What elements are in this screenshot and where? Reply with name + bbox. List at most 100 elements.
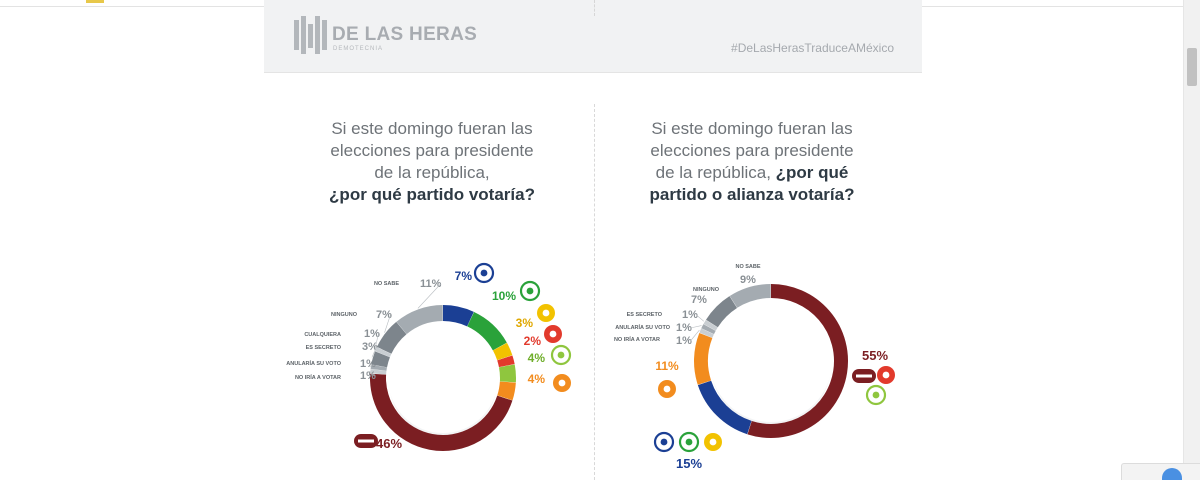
left-slice-mc	[497, 381, 516, 401]
left-slice-es-secreto	[371, 351, 390, 368]
left-value-label-cualquiera: 1%	[364, 328, 380, 340]
right-category-label-no-sabe: NO SABE	[735, 264, 760, 270]
pvem-logo	[865, 384, 887, 406]
right-donut-hole	[710, 300, 832, 422]
left-value-label-pri: 10%	[492, 289, 516, 303]
prd-logo	[537, 304, 555, 322]
top-accent-mark	[86, 0, 104, 3]
right-slice-mc	[694, 332, 713, 385]
brand-logo: DE LAS HERAS DEMOTECNIA	[294, 14, 477, 60]
infographic-header: DE LAS HERAS DEMOTECNIA #DeLasHerasTradu…	[264, 0, 922, 73]
left-slice-pan	[442, 305, 474, 327]
left-slice-prd	[492, 342, 513, 361]
right-slice-es-secreto	[703, 320, 718, 331]
left-slice-pri	[466, 311, 507, 351]
right-value-label-no-ir-a-a-votar: 1%	[676, 335, 692, 347]
left-value-label-pt: 2%	[524, 334, 542, 348]
left-slice-cualquiera	[375, 347, 392, 358]
left-category-label-es-secreto: ES SECRETO	[306, 345, 342, 351]
left-leader-no-ir-a-a-votar	[369, 370, 375, 377]
left-question-line-2: elecciones para presidente	[330, 141, 534, 160]
right-category-label-es-secreto: ES SECRETO	[627, 312, 663, 318]
right-value-label-pan-pri-prd: 15%	[676, 456, 702, 471]
left-category-label-ninguno: NINGUNO	[331, 312, 358, 318]
morena-logo	[852, 369, 876, 383]
right-value-label-no-sabe: 9%	[740, 274, 756, 286]
right-category-label-ninguno: NINGUNO	[693, 287, 720, 293]
right-question-line-2: elecciones para presidente	[650, 141, 854, 160]
left-leader-es-secreto	[371, 346, 377, 358]
left-category-label-cualquiera: CUALQUIERA	[304, 332, 341, 338]
left-category-label-anular-a-su-voto: ANULARÍA SU VOTO	[286, 359, 341, 367]
morena-logo	[354, 434, 378, 448]
pt-logo	[544, 325, 562, 343]
mc-logo	[553, 374, 571, 392]
left-category-label-no-ir-a-a-votar: NO IRÍA A VOTAR	[295, 373, 341, 381]
right-slice-anular-a-su-voto	[701, 324, 716, 335]
recaptcha-icon	[1162, 468, 1182, 480]
left-value-label-no-sabe: 11%	[420, 278, 442, 290]
prd-logo	[704, 433, 722, 451]
pt-logo	[877, 366, 895, 384]
right-question-bold-b: partido o alianza votaría?	[649, 185, 855, 204]
left-category-label-no-sabe: NO SABE	[374, 281, 399, 287]
left-value-label-no-ir-a-a-votar: 1%	[360, 370, 376, 382]
right-question: Si este domingo fueran las elecciones pa…	[602, 118, 902, 206]
left-leader-cualquiera	[374, 333, 379, 349]
brand-subtitle: DEMOTECNIA	[333, 46, 384, 52]
right-value-label-ninguno: 7%	[691, 294, 707, 306]
left-value-label-ninguno: 7%	[376, 309, 392, 321]
pan-logo	[473, 262, 495, 284]
left-slice-anular-a-su-voto	[370, 364, 387, 371]
left-question-line-1: Si este domingo fueran las	[331, 119, 533, 138]
pri-logo	[678, 431, 700, 453]
right-slice-ninguno	[705, 296, 738, 328]
right-question-line-1: Si este domingo fueran las	[651, 119, 853, 138]
right-slice-no-ir-a-a-votar	[699, 328, 714, 338]
left-value-label-prd: 3%	[516, 316, 534, 330]
header-separator	[594, 0, 595, 16]
mc-logo	[658, 380, 676, 398]
pri-logo	[519, 280, 541, 302]
right-leader-no-ir-a-a-votar	[690, 329, 700, 342]
left-donut-hole	[388, 323, 498, 433]
left-value-label-es-secreto: 3%	[362, 341, 378, 353]
right-category-label-no-ir-a-a-votar: NO IRÍA A VOTAR	[614, 335, 660, 343]
left-value-label-mc: 4%	[528, 372, 546, 386]
right-leader-es-secreto	[696, 314, 705, 322]
right-slice-no-sabe	[729, 284, 772, 308]
panel-divider	[594, 104, 595, 480]
left-question: Si este domingo fueran las elecciones pa…	[282, 118, 582, 206]
left-value-label-pan: 7%	[455, 269, 473, 283]
right-question-bold-a: ¿por qué	[775, 163, 849, 182]
right-value-label-es-secreto: 1%	[682, 309, 698, 321]
right-value-label-mc: 11%	[655, 359, 679, 373]
brand-name: DE LAS HERAS	[332, 24, 478, 45]
left-value-label-morena: 46%	[376, 436, 402, 451]
left-question-bold: ¿por qué partido votaría?	[329, 185, 535, 204]
scrollbar-thumb[interactable]	[1187, 48, 1197, 86]
right-value-label-morena-pt-pes: 55%	[862, 348, 888, 363]
left-slice-morena	[370, 373, 513, 452]
left-value-label-pvem: 4%	[528, 351, 546, 365]
left-leader-ninguno	[384, 314, 391, 333]
pan-logo	[653, 431, 675, 453]
right-question-line-3: de la república,	[655, 163, 776, 182]
left-question-line-3: de la república,	[374, 163, 490, 182]
campaign-hashtag: #DeLasHerasTraduceAMéxico	[731, 41, 894, 55]
left-leader-no-sabe	[417, 283, 441, 309]
left-slice-pt	[497, 355, 515, 368]
left-slice-pvem	[498, 364, 516, 383]
left-slice-no-sabe	[396, 305, 444, 335]
pvem-logo	[550, 344, 572, 366]
brand-mark-icon	[294, 16, 327, 54]
right-slice-morena-pt-pes	[747, 284, 848, 438]
page-scrollbar[interactable]	[1183, 0, 1200, 480]
right-leader-anular-a-su-voto	[690, 325, 702, 329]
left-slice-ninguno	[376, 321, 407, 355]
right-value-label-anular-a-su-voto: 1%	[676, 322, 692, 334]
right-slice-pan-pri-prd	[697, 380, 752, 435]
recaptcha-badge[interactable]	[1121, 463, 1200, 480]
right-category-label-anular-a-su-voto: ANULARÍA SU VOTO	[615, 323, 670, 331]
